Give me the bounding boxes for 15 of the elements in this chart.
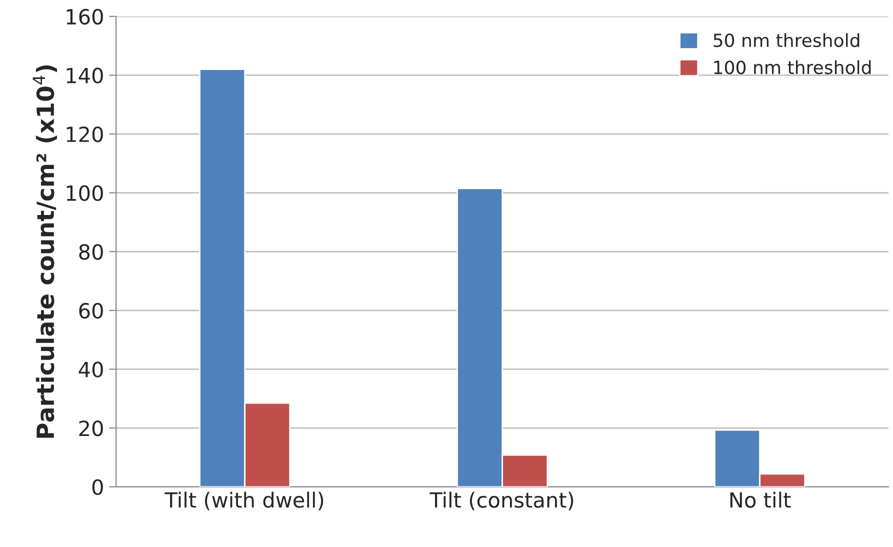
y-tick-label: 80 (79, 244, 103, 260)
y-tick-label: 20 (79, 420, 103, 436)
y-tick-label: 100 (66, 185, 103, 202)
y-tick-label: 160 (66, 8, 103, 25)
legend-label: 100 nm threshold (714, 60, 871, 74)
y-axis-title: Particulate count/cm² (x10$^{4}$) (32, 65, 58, 438)
x-tick-label: No tilt (730, 492, 791, 508)
y-tick-label: 120 (66, 126, 103, 142)
y-tick-label: 60 (79, 302, 103, 319)
y-tick-label: 140 (66, 68, 103, 84)
y-tick-label: 40 (78, 362, 103, 378)
x-tick-label: Tilt (constant) (430, 492, 574, 510)
legend-label: 50 nm threshold (714, 33, 860, 48)
y-tick-label: 0 (92, 479, 103, 496)
x-tick-label: Tilt (with dwell) (164, 492, 324, 510)
